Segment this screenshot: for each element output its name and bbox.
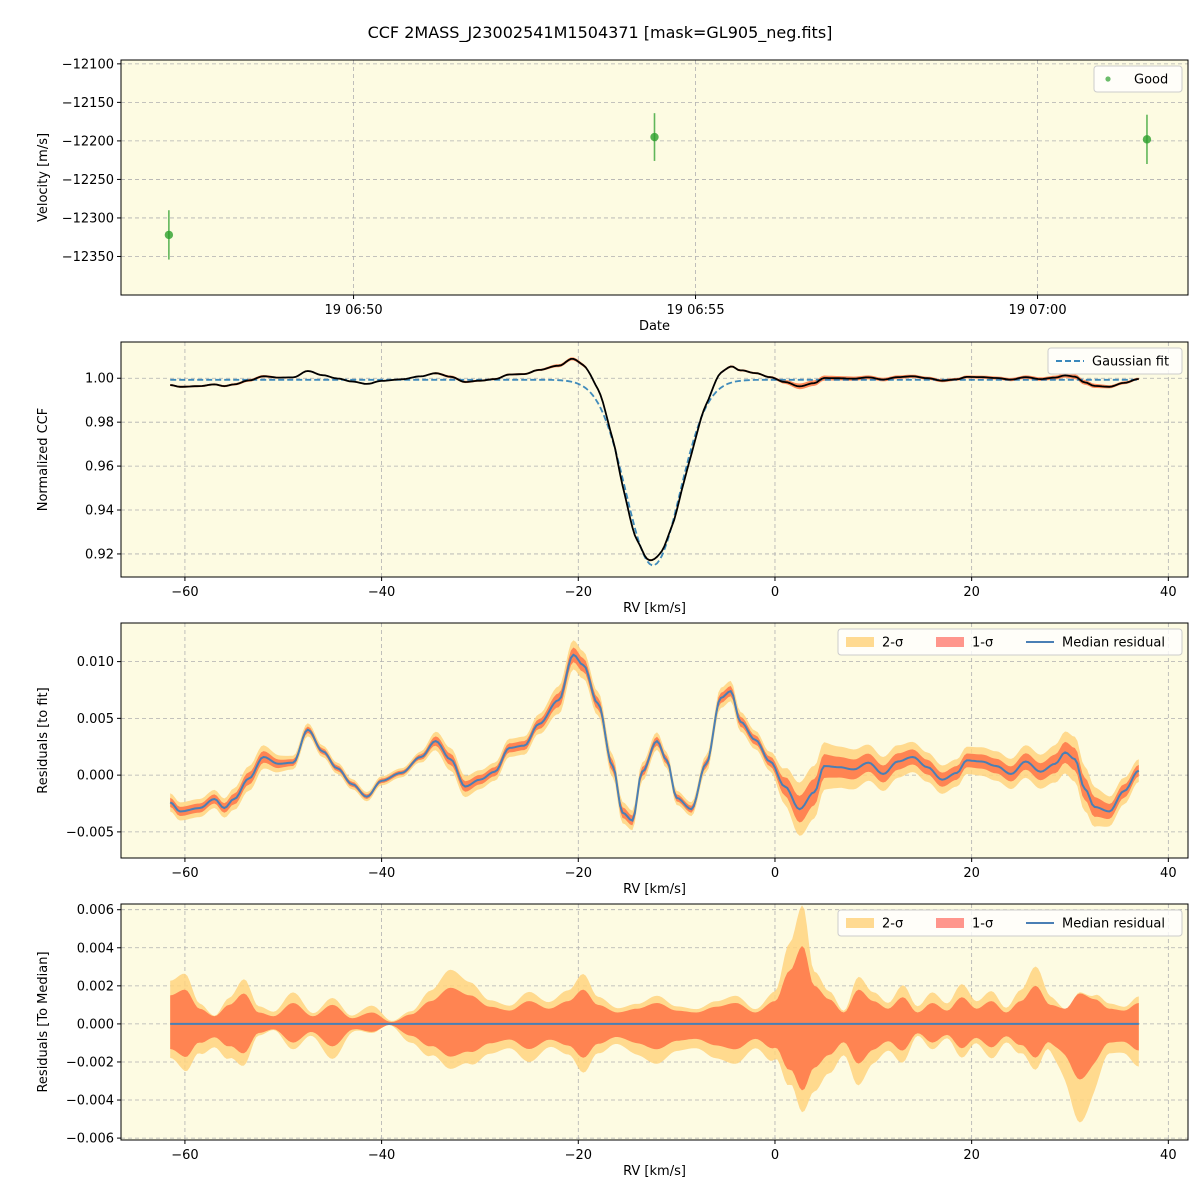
y-tick-label-2-0: −0.005 [66,825,114,840]
y-tick-label-3-5: 0.004 [77,941,114,956]
x-tick-label-3-1: −40 [368,1148,395,1163]
x-tick-label-3-2: −20 [565,1148,592,1163]
velocity-point-1 [650,132,659,142]
y-axis-label-3: Residuals [To Median] [36,951,51,1092]
y-tick-label-0-1: −12150 [62,96,114,111]
y-tick-label-3-6: 0.006 [77,903,114,918]
plot-area-1 [121,342,1188,577]
x-tick-label-1-2: −20 [565,585,592,600]
plot-area-0 [121,60,1188,295]
legend-marker-1sigma-residual-median [936,918,964,928]
legend-label-2sigma-residual-fit: 2-σ [882,636,903,651]
x-tick-label-2-3: 0 [771,866,779,881]
y-tick-label-3-0: −0.006 [66,1132,114,1147]
y-tick-label-3-2: −0.002 [66,1055,114,1070]
y-tick-label-1-2: 0.96 [85,460,114,475]
legend-label-median-residual-median: Median residual [1062,917,1165,932]
x-tick-label-3-3: 0 [771,1148,779,1163]
y-tick-label-2-3: 0.010 [77,655,114,670]
residual-fit-2sigma-band [170,640,1139,836]
x-tick-label-1-1: −40 [368,585,395,600]
y-tick-label-0-0: −12100 [62,57,114,72]
legend-label-1sigma-residual-fit: 1-σ [972,636,993,651]
y-tick-label-1-1: 0.94 [85,504,114,519]
y-tick-label-3-4: 0.002 [77,979,114,994]
x-tick-label-0-1: 19 06:55 [666,303,724,318]
y-tick-label-3-1: −0.004 [66,1094,114,1109]
legend-marker-2sigma-residual-fit [846,637,874,647]
y-axis-label-0: Velocity [m/s] [36,133,51,222]
legend-label-gaussian: Gaussian fit [1092,355,1169,370]
y-tick-label-3-3: 0.000 [77,1017,114,1032]
residual-median-1sigma-band [170,946,1139,1091]
legend-marker-good [1105,76,1111,82]
x-tick-label-2-4: 20 [963,866,980,881]
legend-marker-2sigma-residual-median [846,918,874,928]
y-tick-label-0-5: −12350 [62,250,114,265]
y-tick-label-0-2: −12200 [62,134,114,149]
x-tick-label-3-4: 20 [963,1148,980,1163]
legend-velocity: Good [1093,65,1183,93]
axes-frame-1 [120,341,1189,578]
figure-title: CCF 2MASS_J23002541M1504371 [mask=GL905_… [368,23,833,43]
x-tick-label-1-3: 0 [771,585,779,600]
legend-box-residual-fit [837,628,1183,656]
velocity-panel: 19 06:50 19 06:55 19 07:00 −12100 −12150 −122… [36,57,1189,334]
x-tick-label-1-4: 20 [963,585,980,600]
velocity-point-2 [1142,135,1152,144]
y-tick-label-0-3: −12250 [62,173,114,188]
ccf-panel: −60 −40 −20 0 20 40 0.92 0.94 0.96 0.98 1.00 RV [km… [36,341,1189,616]
y-axis-label-2: Residuals [to fit] [36,687,51,793]
axes-frame-3 [120,903,1189,1141]
axes-frame-0 [120,59,1189,296]
x-axis-label-1: RV [km/s] [623,601,686,616]
y-tick-label-0-4: −12300 [62,211,114,226]
x-axis-label-3: RV [km/s] [623,1164,686,1179]
x-tick-label-3-0: −60 [171,1148,198,1163]
legend-residual-median: 2-σ 1-σ Median residual [837,909,1183,937]
x-axis-label-0: Date [639,319,670,334]
x-tick-label-3-5: 40 [1160,1148,1177,1163]
legend-label-good: Good [1134,73,1168,88]
legend-label-median-residual-fit: Median residual [1062,636,1165,651]
legend-label-1sigma-residual-median: 1-σ [972,917,993,932]
x-tick-label-0-0: 19 06:50 [324,303,382,318]
x-tick-label-2-2: −20 [565,866,592,881]
x-tick-label-2-5: 40 [1160,866,1177,881]
legend-ccf: Gaussian fit [1047,347,1183,375]
x-tick-label-2-0: −60 [171,866,198,881]
x-tick-label-1-5: 40 [1160,585,1177,600]
residual-fit-median-line [169,653,1140,822]
y-tick-label-1-3: 0.98 [85,416,114,431]
legend-box-residual-median [837,909,1183,937]
velocity-point-0 [164,230,174,240]
residuals-fit-panel: −60 −40 −20 0 20 40 −0.005 0.000 0.005 0.010 RV [k… [36,622,1189,897]
x-tick-label-0-2: 19 07:00 [1008,303,1066,318]
residuals-median-panel: −60 −40 −20 0 20 40 −0.006 −0.004 −0.002 0.000 0.0… [36,903,1189,1179]
legend-residual-fit: 2-σ 1-σ Median residual [837,628,1183,656]
y-tick-label-2-1: 0.000 [77,769,114,784]
legend-label-2sigma-residual-median: 2-σ [882,917,903,932]
legend-box-velocity [1093,65,1183,93]
legend-marker-1sigma-residual-fit [936,637,964,647]
y-tick-label-1-0: 0.92 [85,547,114,562]
x-tick-label-1-0: −60 [171,585,198,600]
y-tick-label-2-2: 0.005 [77,712,114,727]
ccf-sigma-band [170,357,1139,562]
y-tick-label-1-4: 1.00 [85,372,114,387]
x-tick-label-2-1: −40 [368,866,395,881]
legend-box-ccf [1047,347,1183,375]
x-axis-label-2: RV [km/s] [623,882,686,897]
y-axis-label-1: Normalized CCF [36,408,51,512]
axes-frame-2 [120,622,1189,859]
ccf-median-line [170,357,1139,562]
